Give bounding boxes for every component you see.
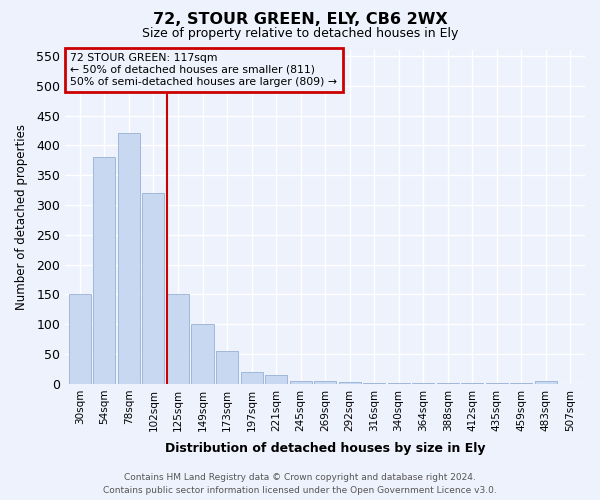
Bar	[69, 294, 91, 384]
Bar	[363, 382, 385, 384]
Text: Size of property relative to detached houses in Ely: Size of property relative to detached ho…	[142, 28, 458, 40]
Bar	[94, 158, 115, 384]
Text: 72 STOUR GREEN: 117sqm
← 50% of detached houses are smaller (811)
50% of semi-de: 72 STOUR GREEN: 117sqm ← 50% of detached…	[70, 54, 337, 86]
Bar	[535, 381, 557, 384]
Bar	[388, 382, 410, 384]
Bar	[265, 375, 287, 384]
Bar	[191, 324, 214, 384]
Bar	[290, 381, 311, 384]
Y-axis label: Number of detached properties: Number of detached properties	[15, 124, 28, 310]
Bar	[118, 134, 140, 384]
Bar	[314, 381, 336, 384]
Bar	[241, 372, 263, 384]
Bar	[338, 382, 361, 384]
Text: 72, STOUR GREEN, ELY, CB6 2WX: 72, STOUR GREEN, ELY, CB6 2WX	[152, 12, 448, 28]
X-axis label: Distribution of detached houses by size in Ely: Distribution of detached houses by size …	[165, 442, 485, 455]
Bar	[167, 294, 189, 384]
Bar	[216, 351, 238, 384]
Bar	[142, 193, 164, 384]
Text: Contains HM Land Registry data © Crown copyright and database right 2024.
Contai: Contains HM Land Registry data © Crown c…	[103, 473, 497, 495]
